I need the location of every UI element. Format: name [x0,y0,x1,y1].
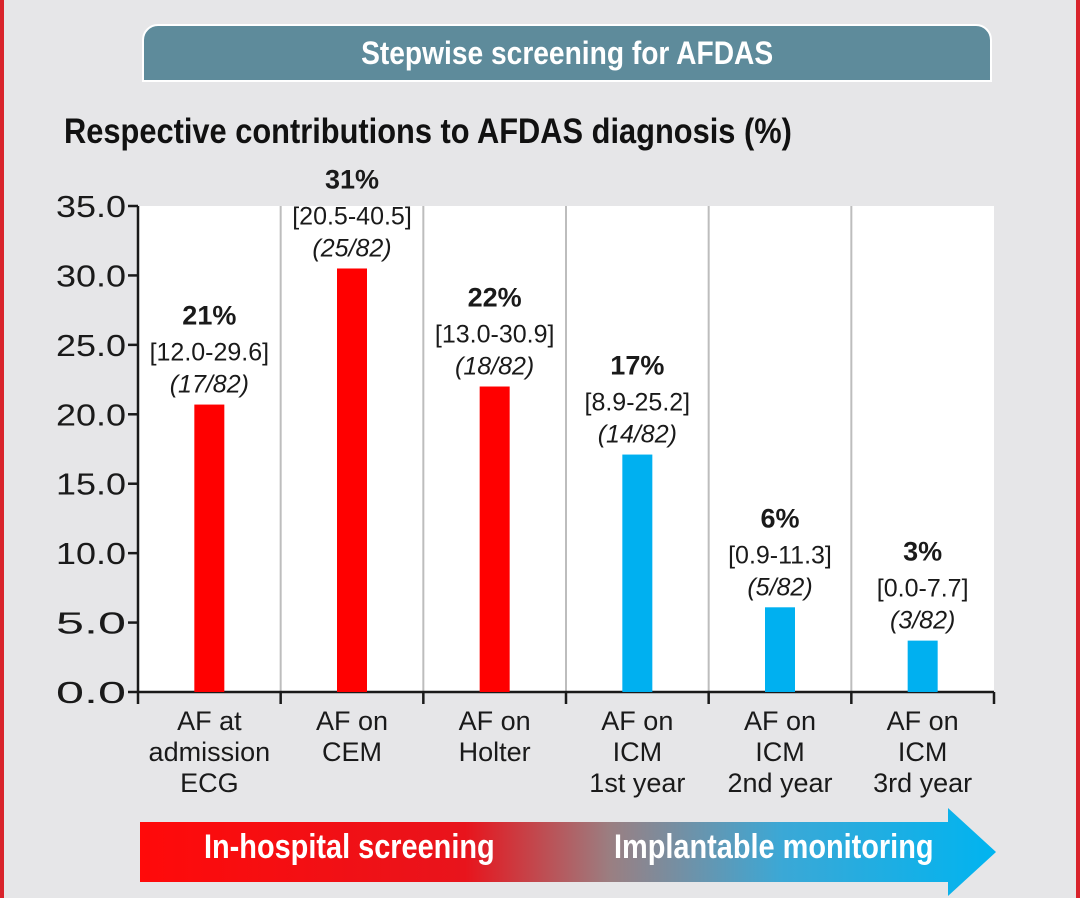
in-hospital-label: In-hospital screening [204,828,495,866]
implantable-label: Implantable monitoring [614,828,934,866]
bar-fraction-label: (5/82) [747,573,812,601]
bar-ci-label: [12.0-29.6] [150,339,270,367]
x-category-label: admission [149,737,271,767]
bar-percent-label: 3% [903,537,942,567]
frame-right-border [1076,0,1080,898]
bar-fraction-label: (14/82) [598,421,677,449]
bar-fraction-label: (3/82) [890,607,955,635]
bar-fraction-label: (25/82) [312,234,391,262]
x-category-label: CEM [322,737,382,767]
bar-percent-label: 22% [468,283,522,313]
x-category-label: ICM [898,737,948,767]
bar-percent-label: 6% [760,503,799,533]
title-banner: Stepwise screening for AFDAS [142,24,992,82]
x-category-label: AF on [459,706,531,736]
y-tick-label: 35.0 [56,189,126,224]
y-tick-label: 30.0 [56,258,126,293]
frame-left-border [0,0,4,898]
bar-4 [622,454,653,692]
bar-fraction-label: (17/82) [170,371,249,399]
bar-ci-label: [0.0-7.7] [877,575,969,603]
x-category-label: 3rd year [873,768,972,798]
x-category-label: 1st year [589,768,685,798]
bar-ci-label: [13.0-30.9] [435,321,555,349]
bar-percent-label: 31% [325,164,379,194]
x-category-label: AF on [316,706,388,736]
bar-ci-label: [8.9-25.2] [585,389,691,417]
x-category-label: ECG [180,768,239,798]
bar-1 [194,404,225,692]
bar-5 [765,607,795,692]
x-category-label: Holter [459,737,531,767]
x-category-label: AF on [887,706,959,736]
y-tick-label: 20.0 [56,397,126,432]
bar-6 [907,640,938,692]
arrow-shape [140,808,996,896]
x-category-label: AF on [601,706,673,736]
x-category-label: ICM [755,737,805,767]
banner-title: Stepwise screening for AFDAS [360,34,774,71]
bar-ci-label: [20.5-40.5] [292,202,412,230]
bar-ci-label: [0.9-11.3] [728,541,832,569]
x-category-label: AF at [177,706,242,736]
bar-percent-label: 21% [182,301,236,331]
chart-subtitle: Respective contributions to AFDAS diagno… [64,112,792,151]
bar-chart: 0.0 5.0 10.0 15.0 20.0 25.0 30.0 35.0 (17/82) [12… [56,164,996,798]
bar-fraction-label: (18/82) [455,353,534,381]
bar-2 [337,268,367,692]
x-category-label: ICM [613,737,663,767]
bar-percent-label: 17% [610,351,664,381]
x-category-label: 2nd year [727,768,832,798]
bar-3 [479,386,510,692]
y-tick-label: 5.0 [56,606,126,641]
screening-arrow [140,808,996,896]
y-tick-label: 0.0 [56,675,126,710]
x-category-label: AF on [744,706,816,736]
y-tick-label: 10.0 [56,536,126,571]
y-tick-label: 15.0 [56,467,126,502]
y-tick-label: 25.0 [56,328,126,363]
